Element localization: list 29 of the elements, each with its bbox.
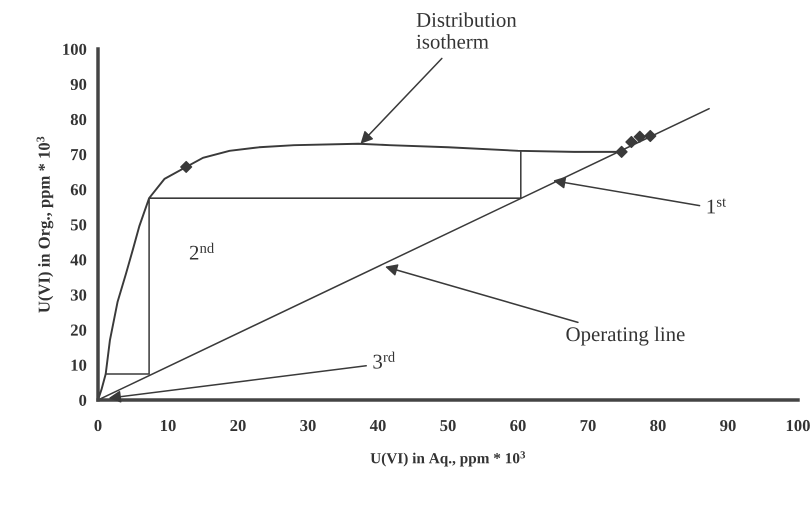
annotation: Operating line <box>566 326 685 346</box>
y-tick-label: 50 <box>70 219 86 230</box>
annotation: 3$^{rd}$ <box>373 352 395 369</box>
y-tick-label: 90 <box>70 78 86 90</box>
x-tick-label: 40 <box>370 420 386 432</box>
x-tick-label: 0 <box>94 420 102 432</box>
x-tick-label: 80 <box>650 420 666 432</box>
y-tick-label: 70 <box>71 149 86 160</box>
x-tick-label: 90 <box>720 420 736 432</box>
annotation: 2$^{nd}$ <box>190 242 214 260</box>
x-tick-label: 50 <box>440 420 456 432</box>
y-tick-label: 100 <box>63 44 86 55</box>
annotation: 1$^{st}$ <box>708 198 726 214</box>
y-tick-label: 40 <box>70 254 86 266</box>
x-tick-label: 100 <box>786 420 810 432</box>
x-tick-label: 70 <box>580 420 596 432</box>
y-tick-label: 20 <box>70 324 86 336</box>
y-tick-label: 30 <box>70 289 86 301</box>
y-axis-title: U(VI) in Org., ppm * 10$^{3}$ <box>36 136 54 313</box>
x-axis-title: U(VI) in Aq., ppm * 10$^{3}$ <box>370 451 526 466</box>
x-tick-label: 60 <box>510 420 526 432</box>
y-tick-label: 80 <box>70 114 86 126</box>
x-tick-label: 30 <box>300 420 316 432</box>
x-tick-label: 10 <box>161 420 176 432</box>
y-tick-label: 10 <box>72 360 86 371</box>
y-tick-label: 60 <box>70 184 86 196</box>
x-tick-label: 20 <box>230 420 246 432</box>
y-tick-label: 0 <box>79 394 86 406</box>
annotation: Distribution isotherm <box>416 12 516 49</box>
